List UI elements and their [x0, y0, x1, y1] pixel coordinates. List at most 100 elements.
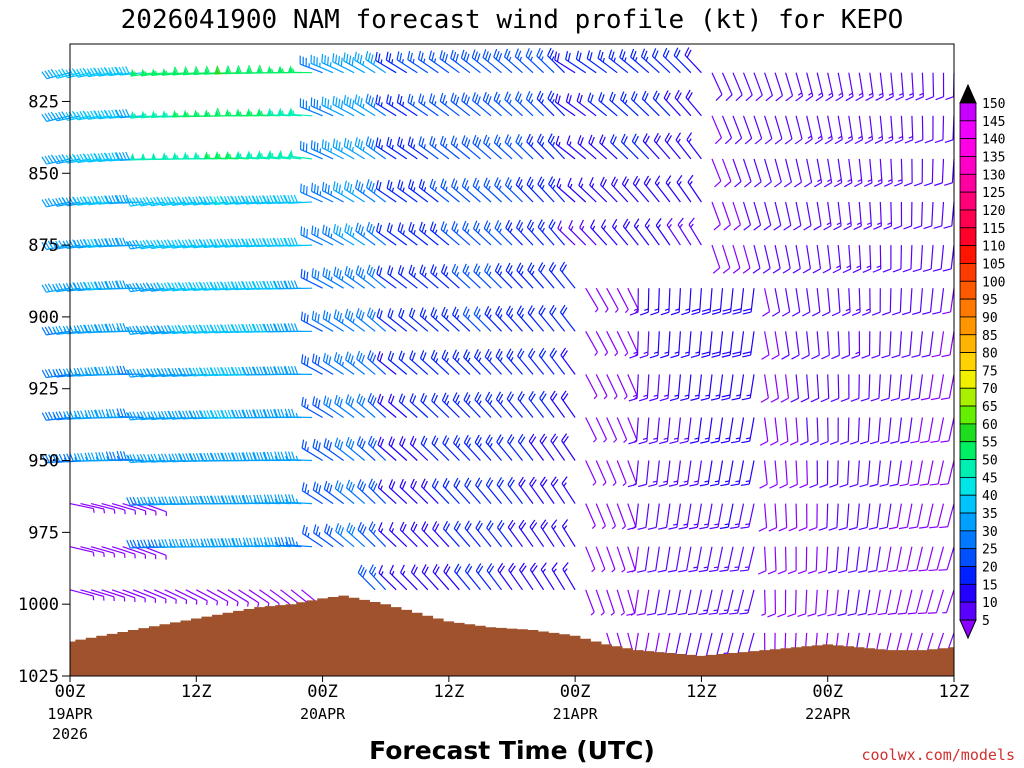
barb-staff — [938, 417, 945, 442]
barb-full — [476, 437, 482, 446]
barb-half — [456, 272, 460, 277]
barb-half — [601, 525, 606, 530]
barb-staff — [726, 632, 734, 657]
barb-staff — [816, 201, 822, 226]
barb-full — [114, 152, 120, 161]
barb-full — [831, 311, 841, 317]
barb-full — [378, 181, 382, 191]
barb-half — [656, 181, 660, 186]
barb-half — [274, 455, 278, 461]
barb-full — [344, 308, 349, 318]
barb-staff — [827, 115, 833, 140]
barb-staff — [493, 56, 513, 74]
barb-half — [445, 143, 448, 149]
barb-full — [413, 566, 418, 575]
barb-flag — [130, 68, 136, 77]
barb-half — [158, 457, 162, 462]
wind-barb — [854, 115, 864, 145]
barb-staff — [505, 184, 523, 203]
barb-full — [237, 366, 243, 376]
barb-full — [272, 280, 278, 289]
wind-barb — [837, 589, 850, 617]
barb-full — [325, 397, 330, 406]
barb-full — [270, 537, 274, 546]
colorbar-box — [959, 227, 977, 247]
wind-barb — [472, 220, 492, 246]
barb-full — [412, 438, 417, 447]
barb-half — [330, 105, 332, 110]
barb-full — [841, 354, 850, 360]
barb-full — [462, 306, 468, 315]
barb-half — [239, 153, 243, 158]
barb-staff — [875, 589, 881, 614]
barb-full — [290, 194, 295, 204]
barb-staff — [595, 589, 605, 613]
x-axis-label: Forecast Time (UTC) — [369, 736, 655, 765]
barb-staff — [706, 589, 713, 614]
barb-staff — [826, 503, 829, 528]
barb-full — [852, 268, 861, 274]
barb-full — [332, 95, 335, 105]
wind-barb — [595, 287, 609, 313]
barb-staff — [409, 358, 429, 375]
barb-full — [767, 613, 776, 618]
barb-staff — [806, 115, 813, 140]
wind-barb — [777, 589, 787, 618]
wind-barb — [461, 92, 481, 117]
wind-barb — [585, 503, 596, 529]
colorbar-box — [959, 298, 977, 318]
barb-full — [666, 217, 673, 226]
barb-staff — [409, 443, 429, 461]
barb-full — [235, 452, 240, 461]
barb-full — [136, 411, 142, 420]
barb-staff — [879, 158, 883, 183]
barb-full — [388, 138, 393, 148]
barb-full — [387, 308, 392, 317]
barb-staff — [858, 115, 864, 140]
barb-full — [100, 152, 106, 162]
barb-full — [245, 409, 250, 418]
barb-full — [195, 452, 201, 462]
barb-half — [239, 111, 242, 116]
barb-full — [739, 612, 749, 615]
colorbar-box — [959, 138, 977, 157]
barb-full — [928, 569, 938, 572]
wind-barb — [323, 480, 344, 505]
barb-full — [940, 440, 949, 443]
wind-barb — [366, 307, 387, 332]
barb-staff — [515, 98, 534, 117]
barb-full — [119, 237, 124, 246]
barb-full — [830, 397, 839, 403]
barb-staff — [345, 359, 366, 375]
barb-full — [345, 479, 351, 489]
wind-barb — [366, 221, 387, 246]
barb-half — [352, 232, 355, 238]
barb-full — [723, 224, 731, 231]
wind-barb — [90, 503, 116, 514]
barb-full — [73, 154, 79, 163]
barb-full — [119, 408, 124, 417]
barb-full — [118, 66, 124, 75]
wind-barb — [944, 115, 955, 144]
barb-full — [198, 410, 204, 419]
barb-full — [55, 326, 61, 335]
wind-barb — [301, 396, 323, 419]
barb-full — [177, 410, 183, 419]
barb-full — [495, 305, 501, 314]
wind-barb — [636, 546, 650, 573]
barb-full — [335, 182, 339, 192]
barb-half — [856, 265, 861, 269]
barb-full — [129, 411, 135, 420]
barb-half — [106, 413, 109, 418]
wind-barb — [386, 94, 408, 117]
barb-half — [116, 413, 120, 418]
barb-staff — [795, 288, 801, 313]
wind-barb — [560, 390, 576, 418]
barb-half — [319, 191, 322, 196]
barb-flag — [246, 66, 252, 74]
barb-full — [867, 612, 877, 616]
colorbar-box — [959, 316, 977, 336]
barb-staff — [464, 527, 481, 548]
wind-barb — [496, 434, 513, 461]
barb-full — [195, 495, 201, 505]
